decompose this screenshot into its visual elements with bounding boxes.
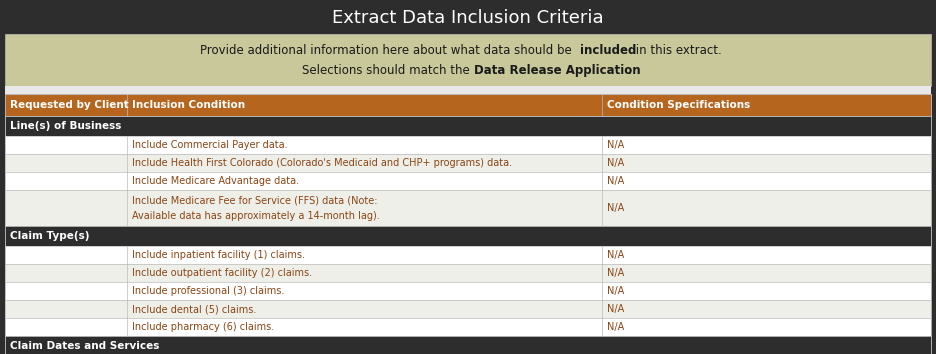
Text: Claim Type(s): Claim Type(s) — [10, 231, 90, 241]
Text: .: . — [628, 64, 632, 77]
Text: Line(s) of Business: Line(s) of Business — [10, 121, 122, 131]
Text: Include Commercial Payer data.: Include Commercial Payer data. — [132, 140, 288, 150]
Text: Inclusion Condition: Inclusion Condition — [132, 100, 245, 110]
Bar — [5, 264, 931, 282]
Text: Include Medicare Fee for Service (FFS) data (Note:: Include Medicare Fee for Service (FFS) d… — [132, 195, 378, 205]
Text: N/A: N/A — [607, 176, 624, 186]
Bar — [5, 318, 931, 336]
Text: included: included — [580, 44, 636, 57]
Text: Include dental (5) claims.: Include dental (5) claims. — [132, 304, 256, 314]
Text: Available data has approximately a 14-month lag).: Available data has approximately a 14-mo… — [132, 211, 380, 221]
Text: Requested by Client: Requested by Client — [10, 100, 129, 110]
Bar — [5, 300, 931, 318]
Text: N/A: N/A — [607, 158, 624, 168]
Text: N/A: N/A — [607, 250, 624, 260]
Text: Include professional (3) claims.: Include professional (3) claims. — [132, 286, 285, 296]
Text: N/A: N/A — [607, 140, 624, 150]
Text: N/A: N/A — [607, 322, 624, 332]
Text: Include inpatient facility (1) claims.: Include inpatient facility (1) claims. — [132, 250, 305, 260]
Text: N/A: N/A — [607, 304, 624, 314]
Text: Data Release Application: Data Release Application — [474, 64, 640, 77]
Bar — [5, 246, 931, 264]
Text: Condition Specifications: Condition Specifications — [607, 100, 751, 110]
Bar — [5, 282, 931, 300]
Bar — [5, 86, 931, 94]
Text: Provide additional information here about what data should be: Provide additional information here abou… — [199, 44, 576, 57]
Text: Claim Dates and Services: Claim Dates and Services — [10, 341, 159, 351]
Text: N/A: N/A — [607, 268, 624, 278]
Text: Include pharmacy (6) claims.: Include pharmacy (6) claims. — [132, 322, 274, 332]
Text: in this extract.: in this extract. — [632, 44, 722, 57]
Text: Include Medicare Advantage data.: Include Medicare Advantage data. — [132, 176, 300, 186]
Bar — [5, 336, 931, 354]
Bar — [5, 136, 931, 154]
Bar — [5, 2, 931, 34]
Text: Selections should match the: Selections should match the — [301, 64, 473, 77]
Text: Include outpatient facility (2) claims.: Include outpatient facility (2) claims. — [132, 268, 313, 278]
Bar — [5, 226, 931, 246]
Text: Include Health First Colorado (Colorado's Medicaid and CHP+ programs) data.: Include Health First Colorado (Colorado'… — [132, 158, 512, 168]
Bar — [5, 154, 931, 172]
Bar — [5, 172, 931, 190]
Text: N/A: N/A — [607, 286, 624, 296]
Bar — [5, 190, 931, 226]
Text: Extract Data Inclusion Criteria: Extract Data Inclusion Criteria — [332, 9, 604, 27]
Text: N/A: N/A — [607, 203, 624, 213]
Bar — [5, 34, 931, 86]
Bar — [5, 94, 931, 116]
Bar — [5, 116, 931, 136]
